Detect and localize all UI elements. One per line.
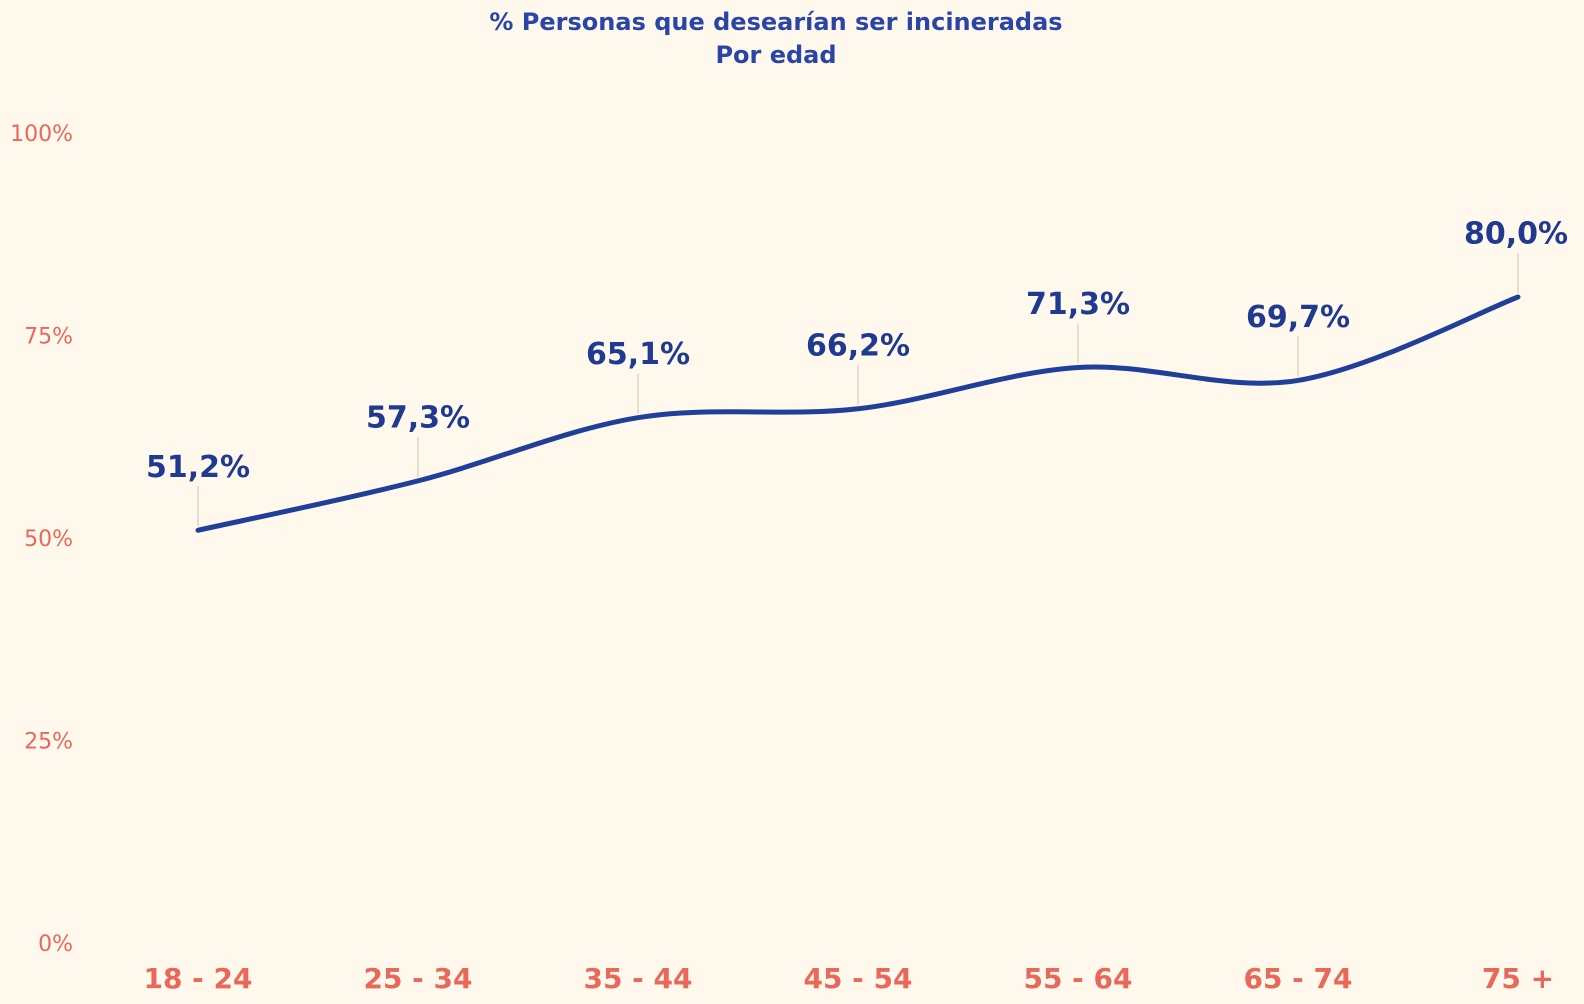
x-tick-label: 65 - 74 — [1243, 962, 1352, 995]
chart-subtitle: Por edad — [715, 41, 836, 69]
x-tick-label: 18 - 24 — [143, 962, 252, 995]
x-tick-label: 55 - 64 — [1023, 962, 1132, 995]
data-label: 65,1% — [586, 337, 690, 372]
y-tick-label: 75% — [24, 325, 73, 350]
y-tick-label: 50% — [24, 527, 73, 552]
data-label: 66,2% — [806, 328, 910, 363]
y-tick-label: 25% — [24, 730, 73, 755]
data-label: 57,3% — [366, 400, 470, 435]
x-tick-label: 25 - 34 — [363, 962, 472, 995]
data-line — [195, 294, 1521, 533]
x-tick-label: 35 - 44 — [583, 962, 692, 995]
data-label: 51,2% — [146, 450, 250, 485]
chart-title: % Personas que desearían ser incineradas — [489, 8, 1062, 36]
data-label: 71,3% — [1026, 287, 1130, 322]
data-label: 80,0% — [1464, 217, 1568, 252]
data-label: 69,7% — [1246, 300, 1350, 335]
y-tick-label: 0% — [38, 932, 73, 957]
y-tick-label: 100% — [10, 122, 73, 147]
x-tick-label: 75 + — [1482, 962, 1554, 995]
x-tick-label: 45 - 54 — [803, 962, 912, 995]
